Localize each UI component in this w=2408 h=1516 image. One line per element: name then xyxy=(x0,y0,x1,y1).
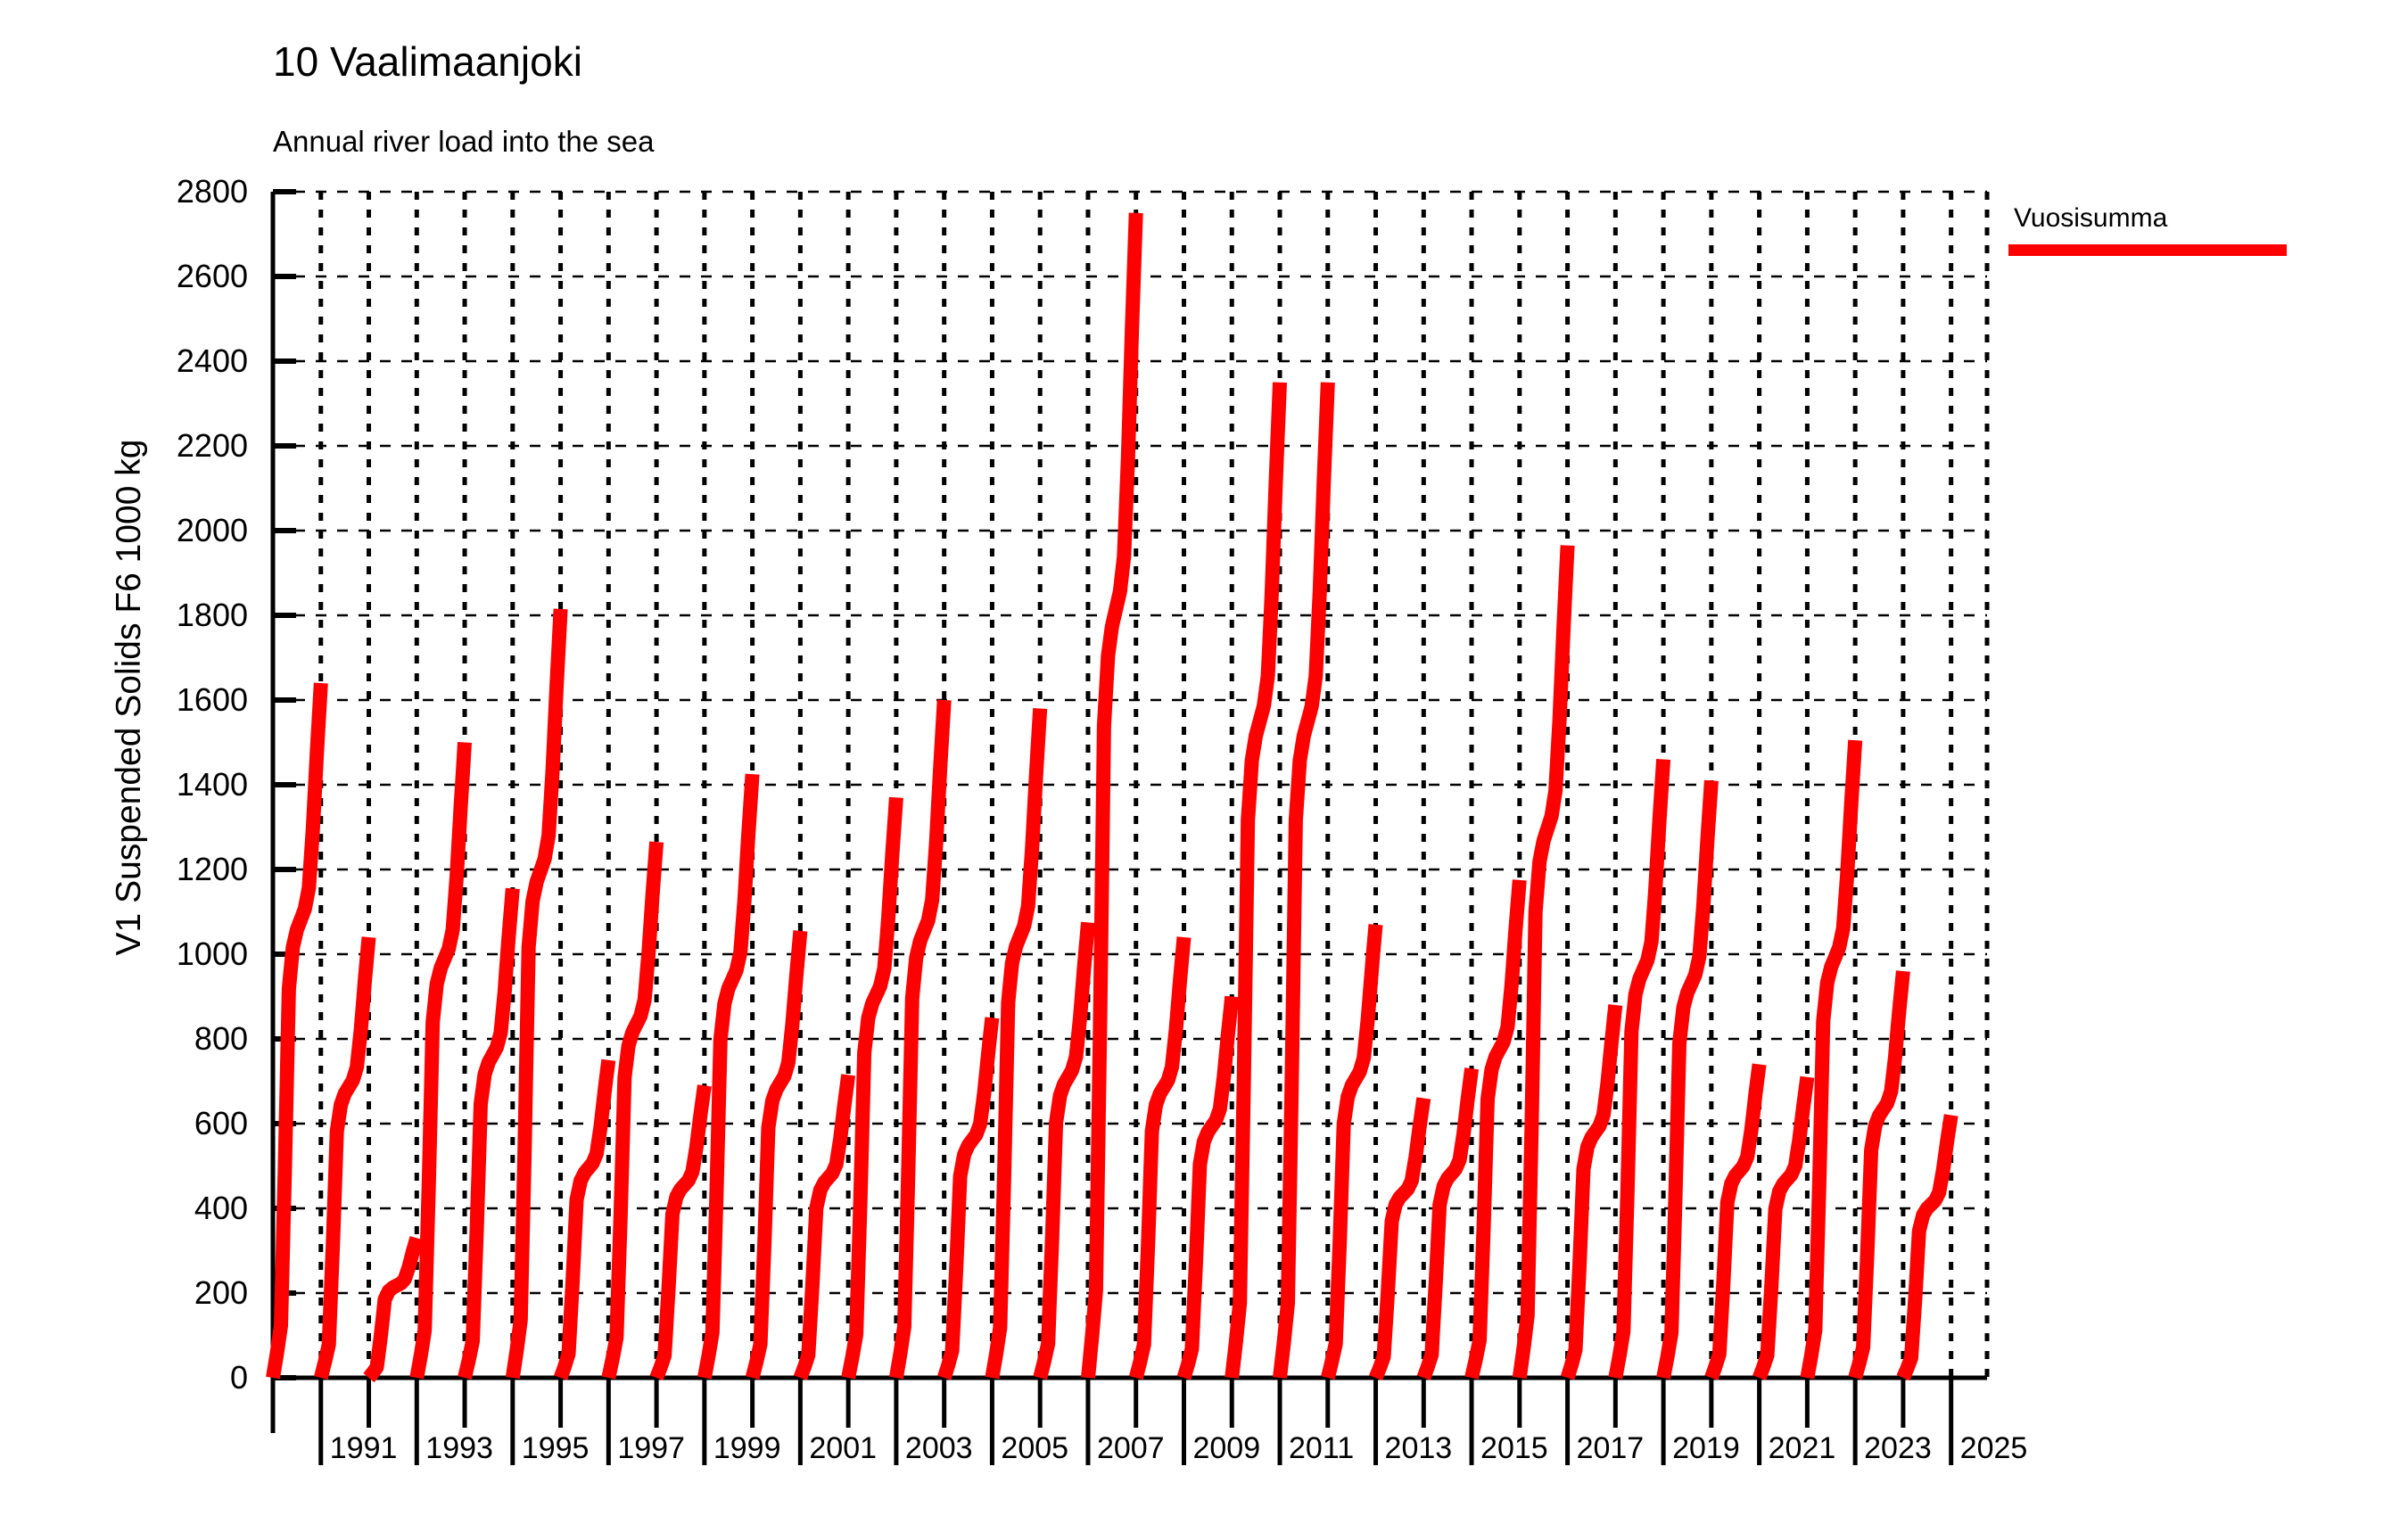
x-tick-label: 1995 xyxy=(521,1431,590,1465)
y-tick-label: 2400 xyxy=(176,342,248,379)
y-tick-label: 0 xyxy=(229,1359,248,1396)
x-tick-label: 2009 xyxy=(1192,1431,1261,1465)
chart-title: 10 Vaalimaanjoki xyxy=(273,38,582,85)
legend-line-swatch xyxy=(2008,244,2287,256)
x-tick-label: 2013 xyxy=(1384,1431,1453,1465)
y-tick-label: 1200 xyxy=(176,851,248,887)
y-tick-label: 2200 xyxy=(176,427,248,464)
y-tick-label: 200 xyxy=(194,1274,248,1311)
x-tick-label: 2015 xyxy=(1480,1431,1548,1465)
y-tick-label: 1600 xyxy=(176,681,248,718)
x-tick-label: 2021 xyxy=(1768,1431,1836,1465)
y-tick-label: 400 xyxy=(194,1190,248,1226)
x-tick-label: 2023 xyxy=(1864,1431,1932,1465)
y-tick-label: 2000 xyxy=(176,512,248,548)
x-tick-label: 2011 xyxy=(1289,1431,1355,1465)
x-tick-label: 2007 xyxy=(1096,1431,1165,1465)
x-tick-label: 2017 xyxy=(1576,1431,1645,1465)
x-tick-label: 2019 xyxy=(1672,1431,1740,1465)
y-tick-label: 1800 xyxy=(176,597,248,633)
y-tick-label: 2600 xyxy=(176,258,248,294)
x-tick-label: 2003 xyxy=(904,1431,973,1465)
chart-subtitle: Annual river load into the sea xyxy=(273,125,655,158)
y-tick-label: 2800 xyxy=(176,173,248,210)
y-tick-label: 600 xyxy=(194,1105,248,1141)
x-tick-label: 1993 xyxy=(425,1431,493,1465)
legend-label: Vuosisumma xyxy=(2014,203,2168,233)
y-tick-label: 1000 xyxy=(176,935,248,972)
x-tick-label: 1999 xyxy=(713,1431,781,1465)
y-tick-label: 800 xyxy=(194,1020,248,1057)
x-tick-label: 2001 xyxy=(809,1431,878,1465)
y-tick-label: 1400 xyxy=(176,766,248,803)
x-tick-label: 2005 xyxy=(1001,1431,1069,1465)
x-tick-label: 1991 xyxy=(329,1431,398,1465)
x-tick-label: 1997 xyxy=(617,1431,685,1465)
x-tick-label: 2025 xyxy=(1959,1431,2028,1465)
